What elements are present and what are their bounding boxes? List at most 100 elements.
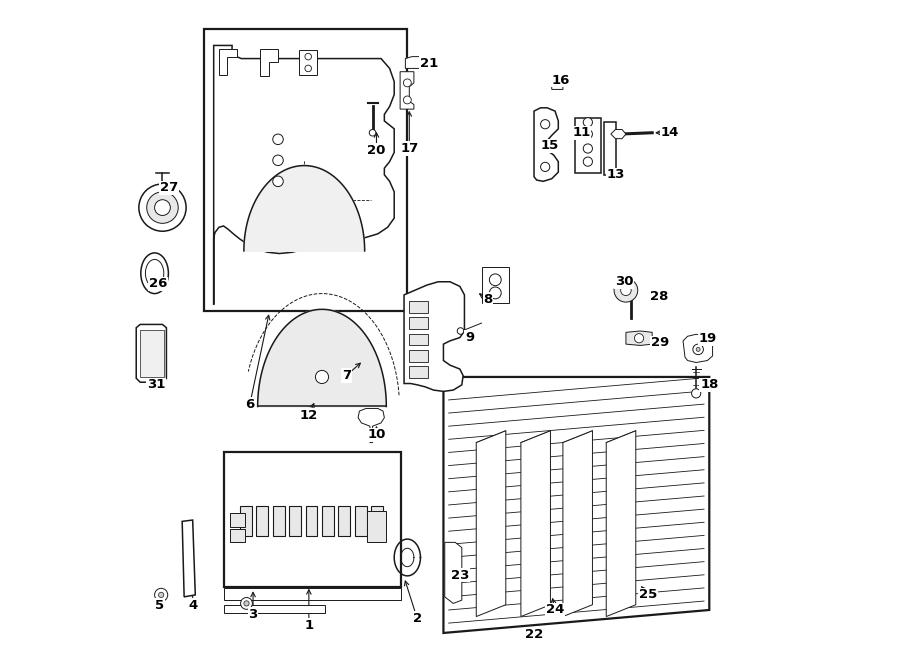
Text: 13: 13 (607, 168, 625, 181)
Bar (410, 367, 427, 378)
Bar (410, 301, 427, 312)
Circle shape (305, 54, 311, 60)
Bar (230, 529, 245, 542)
Bar (604, 122, 617, 175)
Polygon shape (400, 71, 414, 109)
Circle shape (541, 162, 550, 171)
Polygon shape (244, 166, 364, 251)
Bar (223, 605, 325, 613)
Text: 21: 21 (420, 57, 438, 70)
Circle shape (147, 192, 178, 223)
Text: 2: 2 (412, 612, 422, 625)
Polygon shape (358, 408, 384, 443)
Text: 18: 18 (700, 378, 718, 391)
Polygon shape (626, 331, 652, 346)
Bar (371, 506, 383, 536)
Polygon shape (136, 324, 166, 382)
Bar (366, 511, 386, 542)
Text: 15: 15 (541, 140, 559, 152)
Polygon shape (219, 49, 237, 75)
Polygon shape (683, 334, 713, 363)
Text: 27: 27 (160, 181, 178, 195)
Bar (230, 514, 245, 526)
Polygon shape (444, 377, 709, 633)
Bar (223, 589, 400, 600)
Text: 11: 11 (572, 126, 590, 139)
Bar (256, 506, 268, 536)
Polygon shape (521, 431, 551, 616)
Text: 17: 17 (400, 142, 418, 155)
Circle shape (457, 328, 464, 334)
Text: 16: 16 (551, 73, 570, 87)
Bar (338, 506, 350, 536)
Bar (306, 506, 318, 536)
Text: 28: 28 (650, 291, 668, 303)
Text: 20: 20 (367, 144, 386, 157)
Polygon shape (552, 76, 562, 89)
Circle shape (273, 176, 284, 187)
Polygon shape (445, 542, 462, 604)
Bar (223, 452, 400, 587)
Bar (299, 50, 318, 75)
Text: 30: 30 (615, 275, 634, 288)
Text: 9: 9 (465, 331, 474, 344)
Bar (289, 506, 301, 536)
Circle shape (541, 142, 550, 152)
Circle shape (583, 157, 592, 166)
Bar (273, 506, 284, 536)
Circle shape (403, 96, 411, 104)
Circle shape (614, 279, 638, 302)
Text: 22: 22 (525, 628, 543, 641)
Polygon shape (404, 282, 464, 391)
Polygon shape (611, 130, 625, 138)
Text: 31: 31 (147, 378, 165, 391)
Circle shape (305, 65, 311, 71)
Text: 1: 1 (304, 618, 313, 632)
Text: 12: 12 (300, 408, 318, 422)
Text: 4: 4 (188, 599, 197, 612)
Bar (355, 506, 366, 536)
Circle shape (691, 389, 701, 398)
Bar (410, 350, 427, 362)
Circle shape (369, 130, 376, 136)
Text: 5: 5 (156, 599, 165, 612)
Polygon shape (257, 309, 386, 406)
Text: 8: 8 (483, 293, 492, 306)
Ellipse shape (146, 260, 164, 287)
Bar (322, 506, 334, 536)
Polygon shape (562, 431, 592, 616)
Circle shape (139, 184, 186, 231)
Bar (203, 29, 408, 311)
Polygon shape (213, 46, 394, 305)
Circle shape (693, 344, 704, 355)
Circle shape (583, 118, 592, 127)
Ellipse shape (140, 253, 168, 293)
Circle shape (244, 601, 249, 606)
Text: 26: 26 (148, 277, 167, 290)
Text: 7: 7 (342, 369, 351, 382)
Text: 19: 19 (698, 332, 716, 346)
Circle shape (490, 287, 501, 299)
Bar (140, 330, 164, 377)
Polygon shape (259, 49, 278, 76)
Circle shape (315, 370, 328, 383)
Circle shape (583, 144, 592, 153)
Polygon shape (534, 108, 558, 181)
Text: 14: 14 (661, 126, 680, 139)
Text: 25: 25 (639, 589, 657, 601)
Bar (410, 317, 427, 329)
Circle shape (634, 334, 644, 343)
Text: 29: 29 (651, 336, 670, 350)
Circle shape (490, 274, 501, 286)
Circle shape (403, 79, 411, 87)
Circle shape (273, 134, 284, 144)
Text: 6: 6 (245, 398, 255, 411)
Circle shape (697, 348, 700, 352)
Circle shape (541, 120, 550, 129)
Circle shape (240, 598, 252, 609)
Text: 3: 3 (248, 608, 257, 621)
Polygon shape (482, 267, 509, 303)
Text: 23: 23 (451, 569, 469, 582)
Circle shape (155, 589, 167, 602)
Polygon shape (182, 520, 195, 597)
